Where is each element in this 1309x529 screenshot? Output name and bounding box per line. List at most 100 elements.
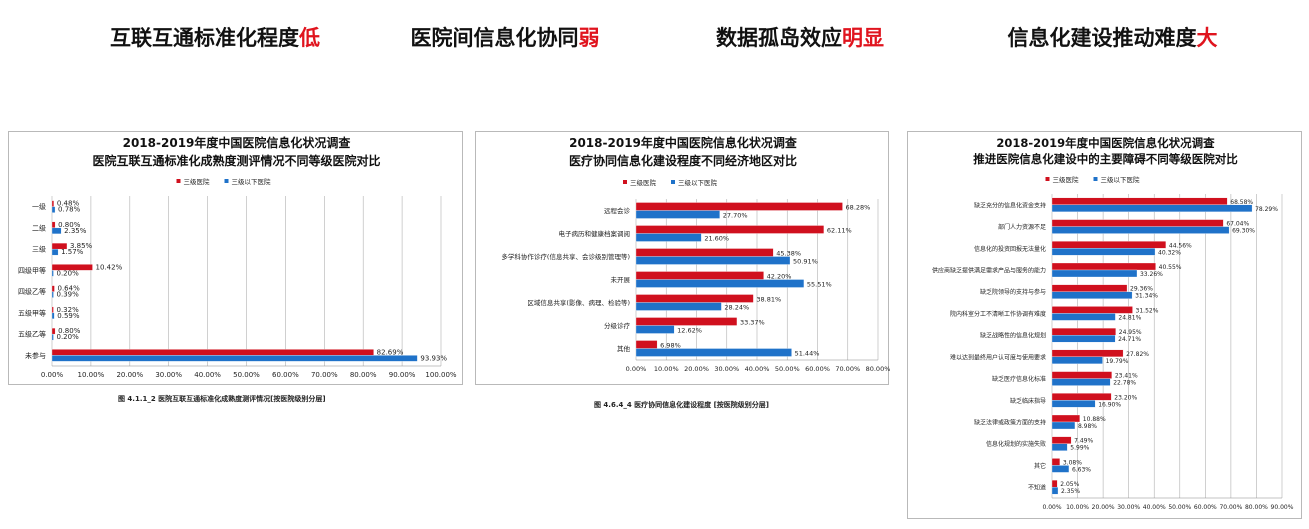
x-tick-label: 70.00% [835,365,860,373]
headline-2-text: 医院间信息化协同 [410,26,579,50]
bar-series-a [51,264,93,271]
bar-series-a [1051,458,1061,466]
data-label: 22.78% [1113,380,1136,387]
x-tick-label: 10.00% [654,365,679,373]
data-label: 1.57% [61,248,84,256]
bar-series-b [1051,443,1068,451]
data-label: 0.78% [58,206,81,214]
bar-series-a [1051,219,1224,227]
bar-series-b [1051,269,1138,278]
chart-2-caption: 图 4.6.4_4 医疗协同信息化建设程度 [按医院级别分层] [594,401,770,409]
category-label: 多学科协作诊疗(信息共享、会诊级别管理等) [501,252,630,261]
category-label: 三级 [32,245,46,254]
bar-series-b [51,333,54,341]
x-tick-label: 60.00% [805,365,830,373]
data-label: 19.79% [1106,358,1129,365]
bar-series-a [635,271,764,280]
legend-label-series-b: 三级以下医院 [678,178,718,187]
chart-subtitle: 推进医院信息化建设中的主要障碍不同等级医院对比 [973,152,1238,166]
x-tick-label: 70.00% [1219,504,1242,511]
legend-swatch-series-b [671,180,675,184]
x-tick-label: 20.00% [684,365,709,373]
bar-series-a [1051,479,1058,488]
category-label: 部门人力资源不足 [998,223,1046,231]
x-tick-label: 50.00% [1168,504,1191,511]
bar-series-b [1051,421,1076,430]
category-label: 未开展 [611,275,631,284]
x-tick-label: 10.00% [78,371,105,379]
data-label: 10.42% [96,263,123,271]
data-label: 6.98% [660,342,681,350]
category-label: 缺乏法律或政策方面的支持 [974,419,1046,427]
data-label: 23.41% [1115,373,1138,380]
bar-series-b [1051,465,1070,473]
data-label: 0.20% [57,333,80,341]
data-label: 31.34% [1135,293,1158,300]
category-label: 四级乙等 [18,287,46,296]
headline-4-text: 信息化建设推动难度 [1007,26,1197,50]
bar-series-a [1051,349,1124,358]
data-label: 67.04% [1226,221,1249,228]
data-label: 29.36% [1130,286,1153,293]
bar-series-a [51,285,55,292]
bar-series-b [635,325,675,334]
bar-series-b [635,210,720,219]
category-label: 电子病历和健康档案调阅 [559,229,631,238]
data-label: 21.60% [704,235,729,243]
legend-label-series-a: 三级医院 [184,177,211,186]
bar-series-b [635,348,792,357]
chart-2-svg: 2018-2019年度中国医院信息化状况调查医疗协同信息化建设程度不同经济地区对… [501,135,890,373]
bar-series-b [51,291,54,298]
data-label: 8.98% [1078,423,1097,430]
x-tick-label: 30.00% [1117,504,1140,511]
data-label: 45.38% [776,250,801,258]
x-tick-label: 20.00% [1092,504,1115,511]
legend-swatch-series-b [224,179,229,183]
category-label: 缺乏医疗信息化标准 [992,375,1046,383]
chart-1-caption: 图 4.1.1_2 医院互联互通标准化成熟度测评情况[按医院级别分层] [118,395,326,403]
bar-series-a [1051,284,1128,292]
bar-series-a [635,340,658,349]
x-tick-label: 50.00% [233,371,260,379]
data-label: 28.24% [724,304,749,312]
bar-series-a [1051,241,1167,249]
data-label: 0.59% [57,312,80,320]
x-tick-label: 30.00% [714,365,739,373]
data-label: 33.26% [1140,271,1163,278]
headline-1-highlight: 低 [299,26,320,50]
bar-series-a [1051,197,1228,206]
category-label: 远程会诊 [604,206,631,215]
x-tick-label: 0.00% [626,365,647,373]
bar-series-b [1051,226,1230,234]
data-label: 6.63% [1072,466,1091,473]
headline-1-text: 互联互通标准化程度 [110,26,299,50]
data-label: 2.35% [64,227,87,235]
x-tick-label: 90.00% [1271,504,1294,511]
category-label: 五级乙等 [18,330,46,339]
x-tick-label: 30.00% [155,371,182,379]
data-label: 10.88% [1083,416,1106,423]
chart-panel-1: 2018-2019年度中国医院信息化状况调查 医院互联互通标准化成熟度测评情况不同… [8,131,463,385]
data-label: 40.55% [1159,264,1182,271]
data-label: 0.48% [57,200,80,208]
data-label: 42.20% [767,273,792,281]
data-label: 3.85% [70,242,93,250]
bar-series-a [51,242,68,250]
data-label: 62.11% [827,227,852,235]
data-label: 0.80% [58,327,81,335]
data-label: 31.52% [1136,307,1159,314]
category-label: 难以达到最终用户认可度与使用要求 [950,353,1046,361]
x-tick-label: 0.00% [41,371,64,379]
category-label: 供应商缺乏提供满足需求产品与服务的能力 [932,267,1046,275]
data-label: 7.49% [1074,438,1093,445]
data-label: 0.80% [58,221,81,229]
bar-series-a [1051,414,1080,423]
bar-series-b [51,248,59,256]
bar-series-b [635,256,791,265]
chart-title: 2018-2019年度中国医院信息化状况调查 [569,135,798,150]
data-label: 16.90% [1098,401,1121,408]
data-label: 12.62% [677,327,702,335]
bar-series-a [1051,393,1112,401]
data-label: 50.91% [793,258,818,266]
data-label: 40.32% [1158,249,1181,256]
